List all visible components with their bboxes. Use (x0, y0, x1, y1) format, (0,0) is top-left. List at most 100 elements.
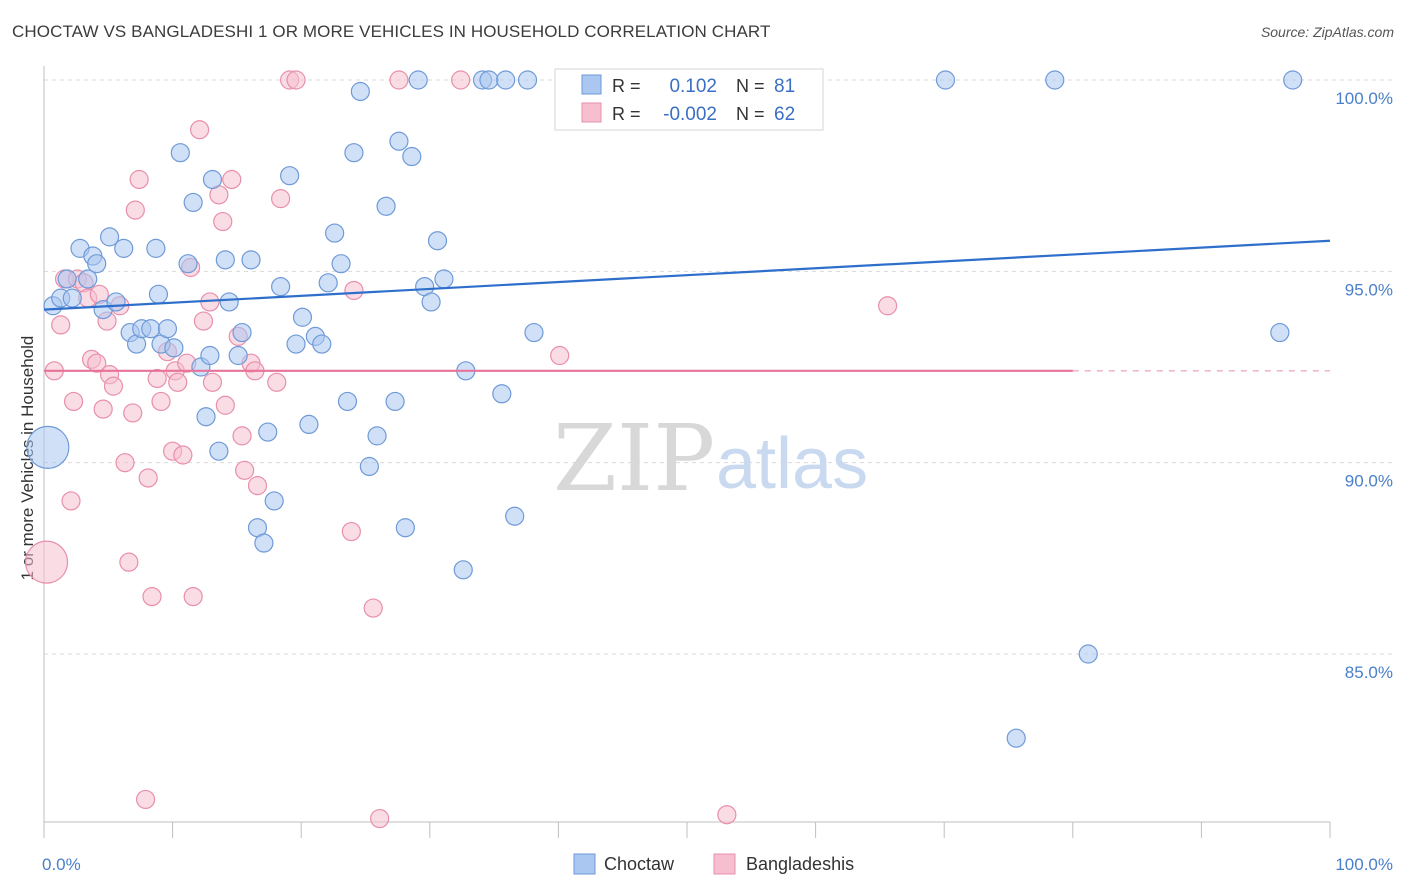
bangladeshi-point (129, 169, 149, 190)
chart-title: CHOCTAW VS BANGLADESHI 1 OR MORE VEHICLE… (12, 22, 771, 41)
choctaw-point (505, 506, 525, 526)
choctaw-point (280, 166, 300, 186)
y-tick-label: 100.0% (1335, 89, 1393, 108)
choctaw-point (219, 292, 239, 312)
bangladeshi-point (51, 315, 71, 335)
choctaw-point (232, 322, 252, 343)
choctaw-point (1283, 70, 1303, 90)
bangladeshi-point (193, 311, 214, 331)
bangladeshi-point (125, 200, 145, 220)
bangladeshi-point (451, 70, 471, 90)
stats-n-label-bangladeshi: N = (736, 104, 765, 124)
bangladeshi-point (213, 211, 233, 232)
bangladeshi-point (247, 476, 268, 496)
bangladeshi-point (341, 521, 361, 542)
choctaw-point (325, 223, 345, 243)
bangladeshi-point (215, 395, 235, 415)
choctaw-point (389, 131, 409, 151)
choctaw-point (106, 292, 126, 312)
y-axis-label: 1 or more Vehicles in Household (18, 336, 37, 581)
stats-swatch-bangladeshi (581, 102, 602, 123)
choctaw-point (376, 196, 396, 216)
stats-n-value-choctaw: 81 (774, 76, 795, 97)
watermark-zip: ZIP (553, 405, 715, 512)
bangladeshi-point (115, 453, 135, 473)
choctaw-point (312, 334, 332, 354)
bangladeshi-point (103, 376, 124, 396)
choctaw-point (331, 254, 351, 274)
choctaw-point (421, 292, 441, 312)
choctaw-point (359, 456, 379, 477)
bangladeshi-point (717, 805, 737, 825)
bangladeshi-point (190, 120, 210, 140)
y-tick-label: 95.0% (1345, 280, 1393, 299)
choctaw-point (427, 231, 448, 251)
bangladeshi-point (61, 491, 81, 511)
stats-swatch-choctaw (581, 74, 602, 95)
choctaw-point (344, 143, 364, 163)
stats-r-label-bangladeshi: R = (612, 104, 641, 124)
choctaw-point (254, 533, 274, 553)
y-tick-label: 90.0% (1345, 472, 1393, 491)
stats-legend: R = 0.102 N = 81 R = -0.002 N = 62 (554, 68, 824, 131)
bangladeshi-point (878, 296, 898, 316)
choctaw-point (479, 70, 499, 90)
choctaw-point (99, 227, 120, 247)
choctaw-point (1270, 322, 1290, 343)
bangladeshi-point (168, 372, 188, 392)
bangladeshi-point (142, 586, 162, 607)
choctaw-point (453, 560, 473, 580)
x-tick-label: 100.0% (1335, 855, 1393, 874)
bangladeshi-point (286, 70, 306, 90)
choctaw-point (183, 192, 203, 213)
y-tick-labels: 100.0% 95.0% 90.0% 85.0% (1335, 89, 1393, 682)
legend-swatch-bangladeshis (713, 853, 736, 875)
choctaw-point (935, 70, 956, 90)
bangladeshi-point (235, 460, 255, 480)
choctaw-point (200, 345, 220, 366)
bangladeshi-point (119, 552, 139, 572)
bangladeshi-point (87, 353, 107, 373)
choctaw-point (170, 143, 190, 163)
choctaw-point (1045, 70, 1065, 90)
bangladeshi-point (202, 372, 223, 392)
x-tick-label: 0.0% (42, 855, 81, 874)
choctaw-point (496, 70, 516, 90)
legend-label-bangladeshis: Bangladeshis (746, 854, 854, 874)
choctaw-point (57, 269, 77, 289)
stats-r-value-choctaw: 0.102 (669, 76, 717, 97)
choctaw-point (202, 169, 223, 190)
stats-r-value-bangladeshi: -0.002 (663, 104, 717, 125)
bangladeshi-point (63, 391, 84, 412)
choctaw-point (62, 288, 82, 308)
legend-swatch-choctaw (573, 853, 596, 875)
choctaw-point (1078, 644, 1098, 664)
choctaw-point (258, 422, 278, 442)
source-label: Source: ZipAtlas.com (1260, 24, 1394, 40)
choctaw-point (492, 384, 512, 404)
x-tick-labels: 0.0% 100.0% (42, 855, 1393, 874)
bangladeshi-point (138, 468, 158, 488)
trend-lines (43, 239, 1331, 372)
choctaw-point (146, 238, 166, 258)
bangladeshi-point (344, 280, 364, 301)
stats-n-label-choctaw: N = (736, 76, 765, 96)
bangladeshi-point (267, 372, 287, 392)
series-legend: Choctaw Bangladeshis (573, 853, 854, 875)
bangladeshi-point (24, 540, 69, 584)
choctaw-point (148, 284, 169, 304)
bangladeshi-point (389, 70, 409, 90)
bangladeshi-point (135, 789, 156, 810)
choctaw-point (385, 391, 405, 412)
choctaw-point (402, 146, 422, 167)
stats-n-value-bangladeshi: 62 (774, 104, 795, 125)
choctaw-point (408, 70, 428, 90)
choctaw-point (157, 319, 178, 339)
choctaw-point (241, 250, 261, 270)
bangladeshi-point (232, 426, 252, 446)
choctaw-point (517, 70, 538, 90)
bangladeshi-point (123, 403, 143, 423)
bangladeshi-point (147, 368, 167, 389)
trend-line-choctaw (43, 239, 1331, 311)
stats-r-label-choctaw: R = (612, 76, 641, 96)
